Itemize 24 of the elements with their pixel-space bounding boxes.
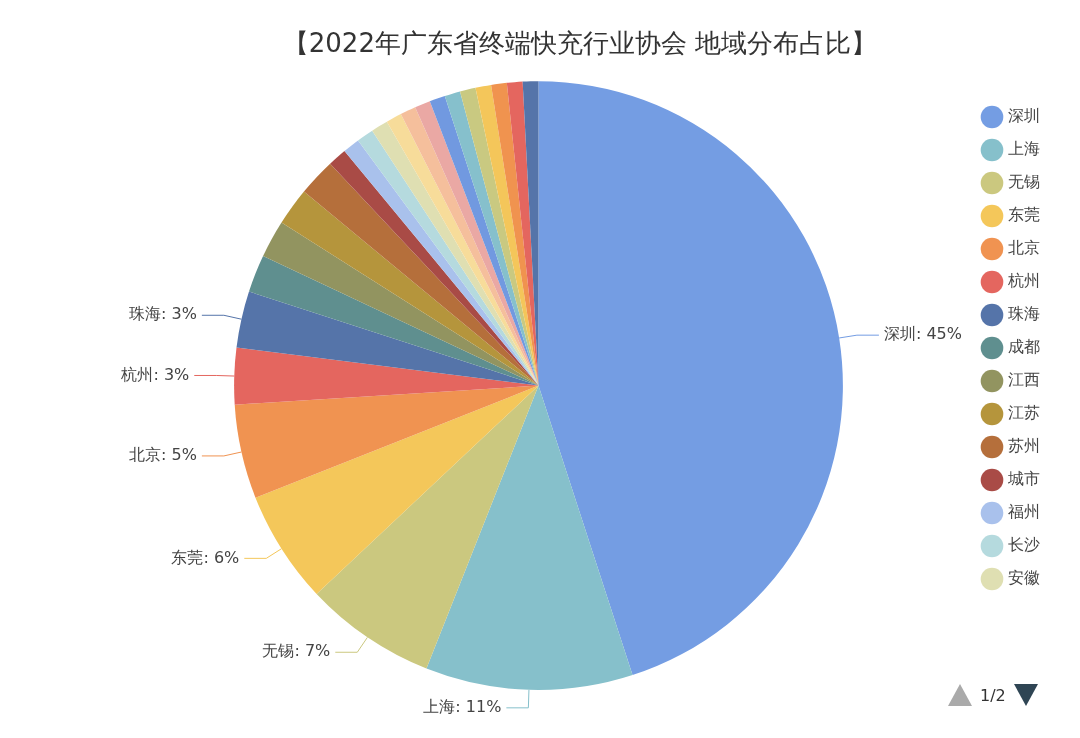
legend-label: 珠海	[1008, 304, 1040, 324]
legend-label: 无锡	[1008, 172, 1040, 192]
legend-label: 东莞	[1008, 205, 1040, 225]
legend-label: 江苏	[1008, 403, 1040, 423]
data-label: 杭州: 3%	[120, 364, 190, 384]
legend-label: 上海	[1008, 139, 1040, 159]
legend-label: 江西	[1008, 370, 1040, 390]
legend-label: 深圳	[1008, 106, 1040, 126]
legend-label: 成都	[1008, 337, 1040, 357]
legend-label: 城市	[1007, 469, 1040, 489]
data-label: 北京: 5%	[129, 445, 197, 465]
data-label: 东莞: 6%	[171, 547, 240, 567]
data-label: 上海: 11%	[423, 697, 502, 716]
legend-label: 长沙	[1008, 535, 1040, 555]
legend-label: 苏州	[1008, 436, 1040, 456]
legend-label: 安徽	[1008, 568, 1040, 588]
legend-label: 北京	[1008, 238, 1040, 258]
data-label: 珠海: 3%	[129, 304, 197, 324]
data-label: 无锡: 7%	[262, 641, 331, 661]
legend-label: 杭州	[1007, 271, 1040, 291]
text: 1/2	[980, 685, 1006, 705]
chart-title: 【2022年广东省终端快充行业协会 地域分布占比】	[282, 28, 878, 59]
data-label: 深圳: 45%	[883, 324, 962, 344]
legend-label: 福州	[1008, 502, 1040, 522]
